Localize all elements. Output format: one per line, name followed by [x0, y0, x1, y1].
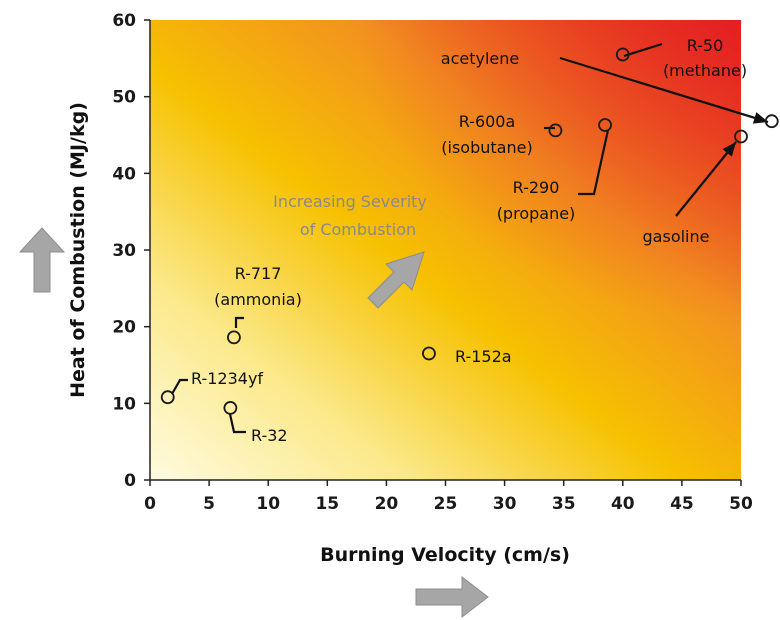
y-tick-label: 30	[112, 241, 136, 261]
x-tick-label: 20	[375, 494, 399, 514]
x-tick-label: 10	[256, 494, 280, 514]
leader-line	[228, 413, 246, 434]
point-label: (methane)	[663, 61, 747, 80]
data-point	[598, 118, 612, 132]
y-tick-label: 20	[112, 318, 136, 338]
point-labels: R-1234yf R-32 R-717 (ammonia) R-152a R-600a (i…	[191, 36, 747, 445]
severity-annotation-line2: of Combustion	[300, 220, 416, 239]
data-point	[548, 123, 563, 138]
diagonal-arrow-icon	[367, 251, 425, 309]
data-point	[764, 114, 779, 129]
point-label: R-50	[687, 36, 724, 55]
y-tick-label: 40	[112, 164, 136, 184]
x-tick-label: 40	[611, 494, 635, 514]
leader-line	[675, 141, 737, 217]
data-point	[227, 330, 241, 345]
leader-line	[578, 129, 610, 196]
point-label: R-32	[251, 426, 288, 445]
leader-lines	[171, 42, 769, 434]
point-label: gasoline	[643, 227, 710, 246]
leader-line	[623, 42, 663, 58]
up-arrow-icon	[18, 227, 66, 293]
y-tick-label: 50	[112, 88, 136, 108]
right-arrow-icon	[415, 575, 489, 619]
point-label: acetylene	[441, 49, 519, 68]
data-point	[734, 129, 748, 144]
leader-arrowhead	[752, 112, 768, 124]
point-label: R-1234yf	[191, 369, 263, 388]
y-tick-label: 10	[112, 394, 136, 414]
leader-line	[234, 316, 244, 328]
x-tick-label: 25	[434, 494, 458, 514]
x-axis-title: Burning Velocity (cm/s)	[320, 544, 570, 566]
data-points	[160, 47, 779, 415]
data-point	[160, 390, 175, 405]
point-label: R-290	[513, 178, 560, 197]
point-label: (ammonia)	[214, 290, 302, 309]
x-tick-label: 35	[552, 494, 576, 514]
x-tick-label: 30	[493, 494, 517, 514]
data-point	[615, 47, 630, 62]
data-point	[223, 401, 238, 415]
leader-line	[559, 56, 769, 124]
point-label: R-600a	[459, 112, 516, 131]
x-tick-label: 45	[670, 494, 694, 514]
y-tick-label: 60	[112, 11, 136, 31]
x-tick-label: 0	[144, 494, 156, 514]
leader-line	[171, 378, 188, 395]
y-axis-title: Heat of Combustion (MJ/kg)	[67, 102, 89, 398]
point-label: R-717	[235, 264, 282, 283]
severity-annotation: Increasing Severity	[273, 192, 427, 211]
data-point	[422, 346, 436, 361]
point-label: (isobutane)	[441, 138, 532, 157]
point-label: (propane)	[497, 204, 576, 223]
plot-red-glow	[150, 20, 741, 480]
y-tick-label: 0	[124, 471, 136, 491]
x-tick-label: 50	[729, 494, 753, 514]
point-label: R-152a	[455, 347, 512, 366]
x-tick-label: 5	[203, 494, 215, 514]
axes: 0 5 10 15 20 25 30 35 40 45 50 0 10 20 30 40 50 60	[112, 11, 753, 514]
x-tick-label: 15	[315, 494, 339, 514]
leader-arrowhead	[722, 142, 736, 157]
